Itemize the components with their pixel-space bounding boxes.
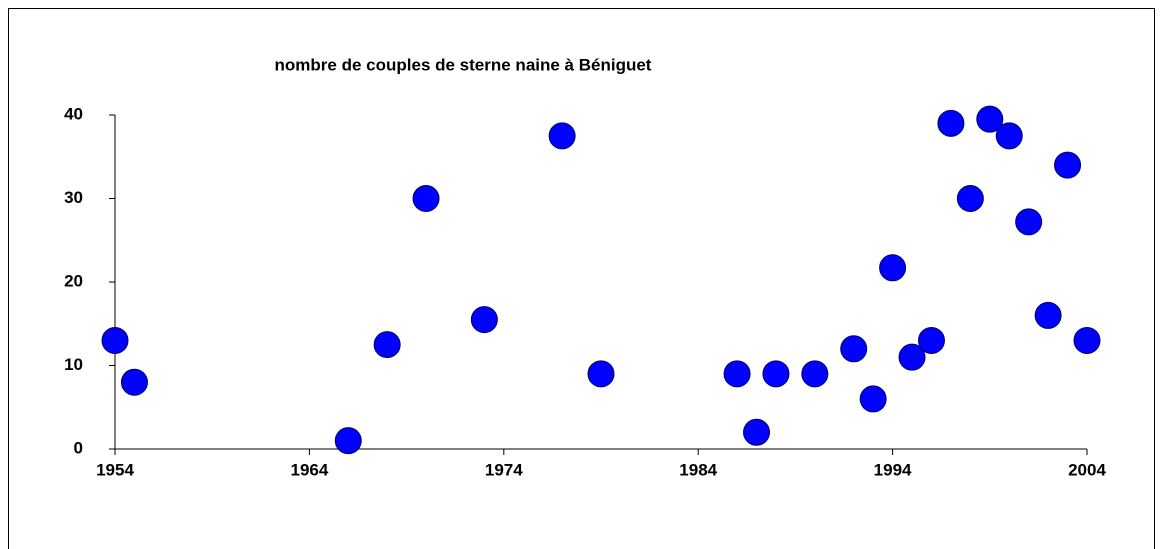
- x-tick-label: 1984: [679, 460, 717, 479]
- x-tick-label: 2004: [1068, 460, 1106, 479]
- x-tick-label: 1964: [290, 460, 328, 479]
- point: [373, 331, 401, 359]
- chart-title: nombre de couples de sterne naine à Béni…: [275, 55, 652, 74]
- point: [956, 185, 984, 212]
- point: [917, 326, 945, 354]
- y-tick-label: 30: [64, 188, 83, 207]
- point: [723, 360, 751, 388]
- point: [801, 360, 829, 388]
- point: [976, 105, 1004, 133]
- x-tick-label: 1974: [485, 460, 523, 479]
- point: [840, 335, 868, 363]
- point: [1034, 301, 1062, 329]
- point: [412, 185, 440, 212]
- point: [762, 360, 790, 388]
- point: [587, 360, 615, 388]
- chart-border: [8, 8, 1155, 549]
- point: [120, 368, 148, 396]
- point: [334, 427, 362, 455]
- point: [1054, 151, 1082, 179]
- x-tick-label: 1954: [96, 460, 134, 479]
- y-tick-label: 40: [64, 104, 83, 123]
- point: [470, 306, 498, 334]
- y-tick-label: 20: [64, 271, 83, 290]
- point: [101, 326, 129, 354]
- point: [995, 122, 1023, 150]
- point: [548, 122, 576, 150]
- y-tick-label: 10: [64, 355, 83, 374]
- point: [879, 254, 907, 282]
- point: [1073, 326, 1101, 354]
- point: [859, 385, 887, 413]
- point: [898, 343, 926, 371]
- point: [743, 418, 771, 446]
- point: [937, 109, 965, 137]
- x-tick-label: 1994: [874, 460, 912, 479]
- y-tick-label: 0: [74, 438, 83, 457]
- point: [1015, 208, 1043, 236]
